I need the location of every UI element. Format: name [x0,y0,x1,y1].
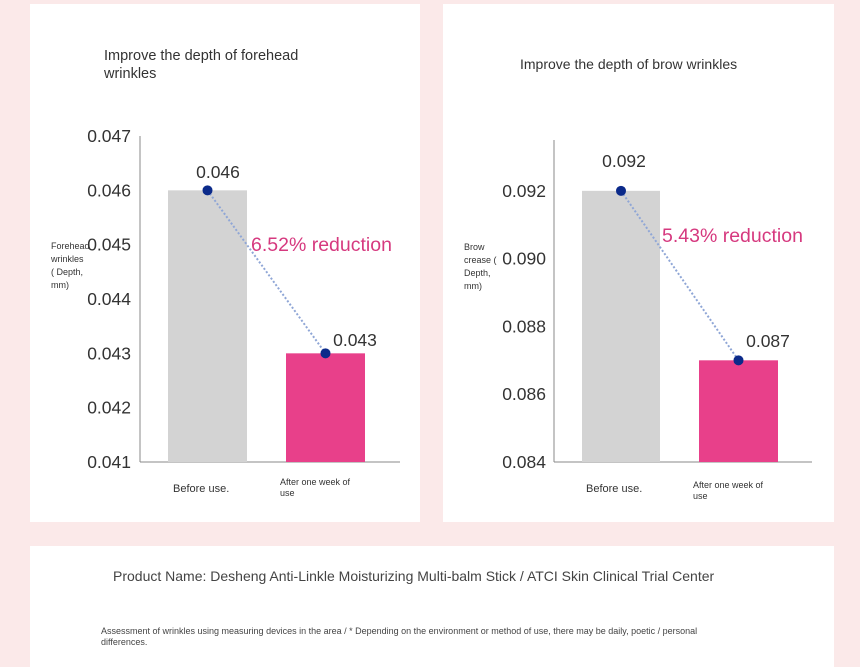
bar-1 [286,353,365,462]
trend-line [206,189,327,354]
y-tick-label: 0.045 [87,235,131,255]
data-point-0 [202,185,213,196]
value-label-1: 0.043 [333,330,377,350]
y-tick-label: 0.092 [502,181,546,201]
footer-panel: Product Name: Desheng Anti-Linkle Moistu… [30,546,834,667]
reduction-annotation: 5.43% reduction [662,225,803,247]
reduction-annotation: 6.52% reduction [251,234,392,256]
value-label-0: 0.092 [602,151,646,171]
category-label-0: Before use. [173,483,229,495]
y-tick-label: 0.086 [502,384,546,404]
y-tick-label: 0.047 [87,126,131,146]
bar-0 [582,190,660,462]
brow-chart-panel: Improve the depth of brow wrinkles Brow cr… [443,4,834,522]
category-label-0: Before use. [586,483,642,495]
data-point-1 [733,355,744,366]
y-axis-label: Forehead wrinkles( Depth, mm) [50,241,90,290]
disclaimer-text: Assessment of wrinkles using measuring d… [101,626,698,647]
chart-title: Improve the depth of forehead wrinkles [103,48,298,82]
data-point-0 [616,185,626,196]
y-tick-label: 0.041 [87,452,131,472]
data-point-1 [320,348,331,359]
category-label-1: After one week of use [280,477,351,498]
value-label-0: 0.046 [196,162,240,182]
category-label-1: After one week of use [693,480,764,501]
y-tick-label: 0.043 [87,343,131,363]
y-tick-label: 0.046 [87,180,131,200]
value-label-1: 0.087 [746,331,790,351]
chart-title: Improve the depth of brow wrinkles [520,56,737,72]
brow-chart: Improve the depth of brow wrinkles Brow cr… [464,56,812,501]
product-name-text: Product Name: Desheng Anti-Linkle Moistu… [113,568,715,584]
bar-1 [699,360,778,462]
forehead-chart: Improve the depth of forehead wrinkles For… [50,48,400,498]
y-tick-label: 0.044 [87,289,131,309]
bar-0 [168,190,247,463]
forehead-chart-panel: Improve the depth of forehead wrinkles For… [30,4,420,522]
y-tick-label: 0.042 [87,398,131,418]
y-tick-label: 0.088 [502,316,546,336]
y-axis-label: Brow crease (Depth, mm) [464,242,497,291]
y-tick-label: 0.090 [502,249,546,269]
y-tick-label: 0.084 [502,452,546,472]
